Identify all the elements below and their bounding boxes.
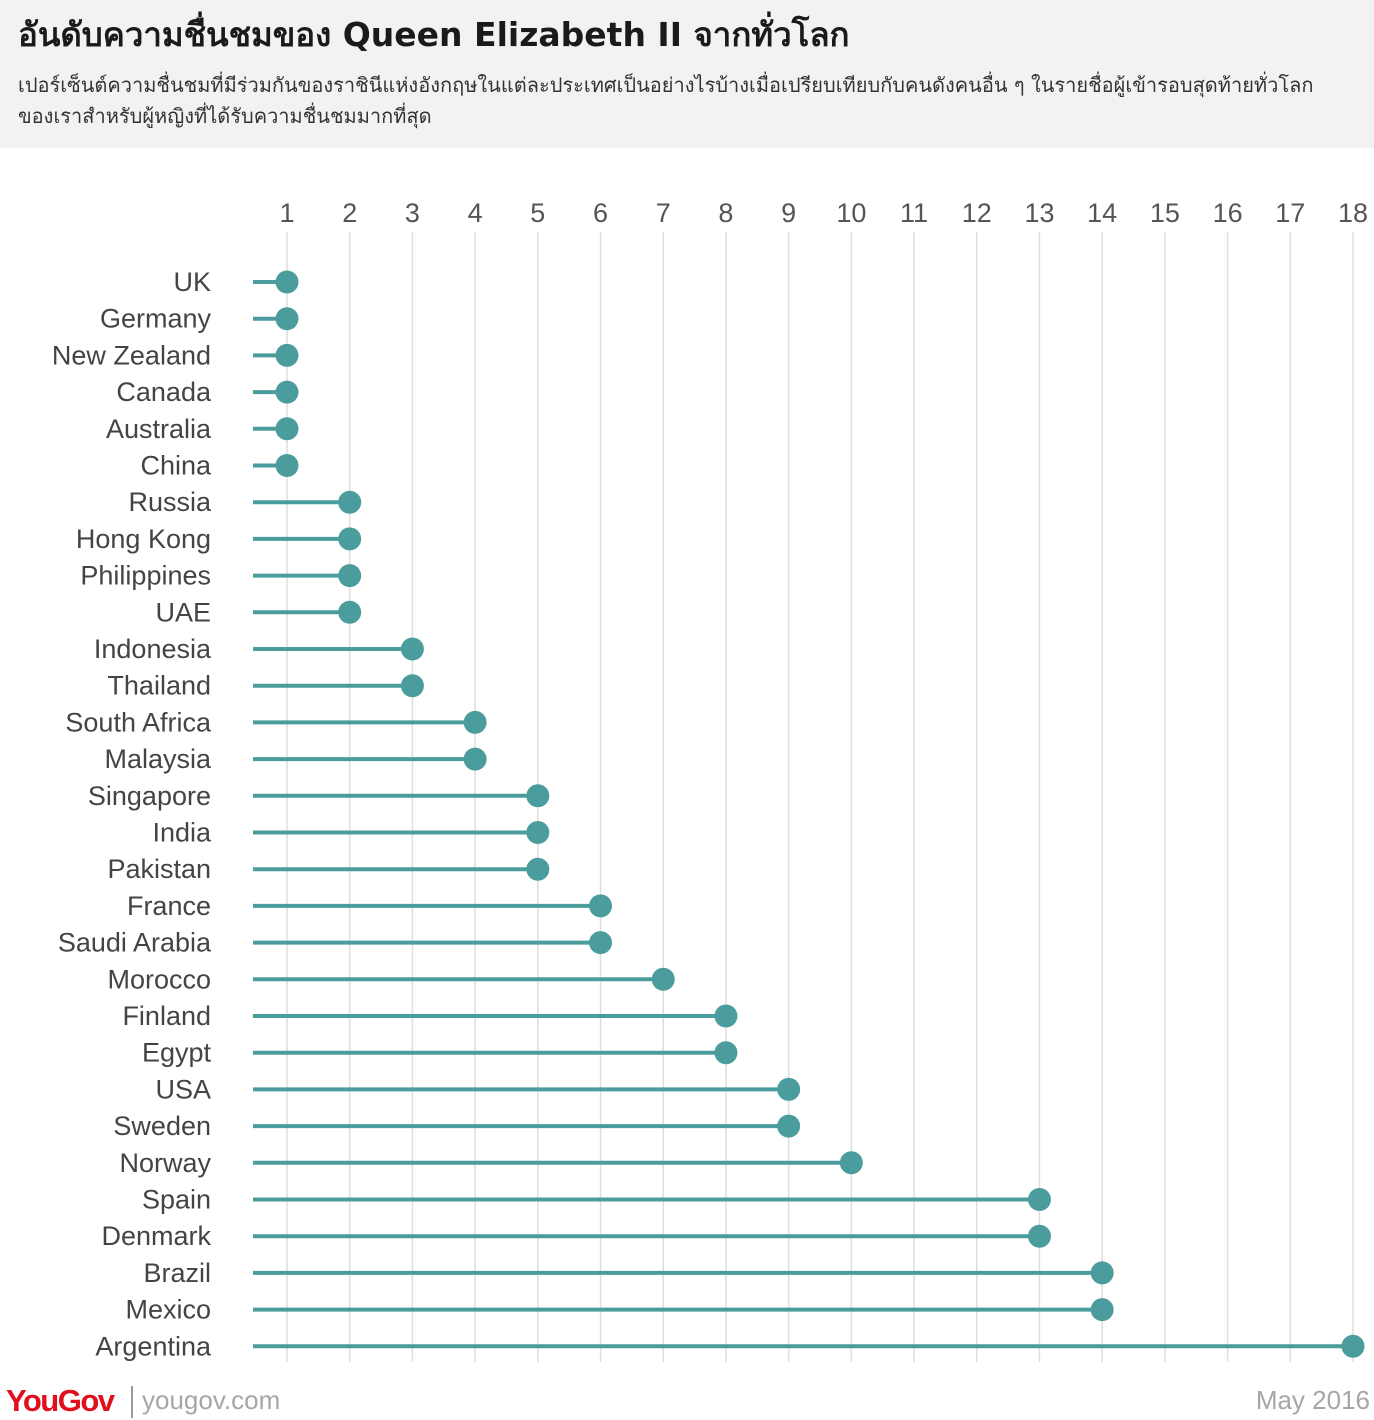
dot-brazil (1090, 1261, 1114, 1285)
x-tick-label-11: 11 (900, 198, 928, 228)
yougov-logo[interactable]: YouGov (6, 1383, 115, 1419)
label-argentina: Argentina (95, 1331, 212, 1361)
label-denmark: Denmark (101, 1221, 211, 1251)
dot-germany (275, 307, 299, 331)
dot-uae (338, 600, 362, 624)
label-mexico: Mexico (125, 1295, 211, 1325)
label-uk: UK (173, 267, 211, 297)
label-egypt: Egypt (142, 1038, 212, 1068)
label-spain: Spain (142, 1185, 211, 1215)
chart-title: อันดับความชื่นชมของ Queen Elizabeth II จ… (18, 15, 850, 54)
label-morocco: Morocco (107, 964, 211, 994)
dot-hong-kong (338, 527, 362, 551)
x-tick-label-16: 16 (1213, 198, 1243, 228)
x-tick-label-8: 8 (718, 198, 733, 228)
x-tick-label-17: 17 (1275, 198, 1305, 228)
dot-france (589, 894, 613, 918)
dot-pakistan (526, 857, 550, 881)
label-canada: Canada (116, 377, 212, 407)
dot-india (526, 821, 550, 844)
x-tick-label-7: 7 (656, 198, 671, 228)
x-tick-label-5: 5 (530, 198, 545, 228)
label-uae: UAE (155, 597, 211, 627)
label-new-zealand: New Zealand (52, 340, 211, 370)
x-tick-label-2: 2 (342, 198, 357, 228)
label-brazil: Brazil (143, 1258, 211, 1288)
lollipop-chart: 1 2 3 4 5 6 7 8 9 10 11 12 13 14 15 16 17 18 UKGermanyNew… (52, 198, 1368, 1362)
x-tick-label-10: 10 (836, 198, 866, 228)
logo-you-text: You (6, 1383, 59, 1418)
label-france: France (127, 891, 211, 921)
label-south-africa: South Africa (65, 707, 212, 737)
label-russia: Russia (128, 487, 212, 517)
chart-subtitle: เปอร์เซ็นต์ความชื่นชมที่มีร่วมกันของราชิ… (18, 73, 1314, 128)
x-axis-tick-labels: 1 2 3 4 5 6 7 8 9 10 11 12 13 14 15 16 17 18 (279, 198, 1368, 228)
label-hong-kong: Hong Kong (76, 524, 211, 554)
dot-norway (839, 1151, 863, 1175)
label-philippines: Philippines (80, 561, 211, 591)
dot-philippines (338, 564, 362, 588)
x-tick-label-1: 1 (279, 198, 294, 228)
dot-malaysia (463, 747, 487, 771)
dot-sweden (777, 1114, 801, 1138)
label-usa: USA (155, 1074, 211, 1104)
x-tick-label-15: 15 (1150, 198, 1180, 228)
dot-australia (275, 417, 299, 441)
dot-finland (714, 1004, 738, 1028)
footer-date: May 2016 (1255, 1385, 1370, 1415)
x-tick-label-4: 4 (468, 198, 483, 228)
x-tick-label-9: 9 (781, 198, 796, 228)
dot-mexico (1090, 1298, 1114, 1322)
label-germany: Germany (100, 304, 212, 334)
dot-indonesia (400, 637, 424, 661)
header-panel: อันดับความชื่นชมของ Queen Elizabeth II จ… (0, 0, 1374, 148)
dot-china (275, 454, 299, 477)
dot-egypt (714, 1041, 738, 1065)
lollipop-stems (253, 280, 1353, 1349)
x-tick-label-14: 14 (1087, 198, 1117, 228)
label-china: China (140, 451, 212, 481)
dot-canada (275, 380, 299, 404)
dot-denmark (1027, 1224, 1051, 1248)
label-australia: Australia (106, 414, 212, 444)
x-tick-label-6: 6 (593, 198, 608, 228)
dot-thailand (400, 674, 424, 698)
dot-uk (275, 270, 299, 294)
label-malaysia: Malaysia (104, 744, 212, 774)
label-saudi-arabia: Saudi Arabia (58, 928, 212, 958)
label-sweden: Sweden (113, 1111, 211, 1141)
label-norway: Norway (119, 1148, 211, 1178)
dot-argentina (1341, 1334, 1365, 1358)
dot-morocco (651, 967, 675, 991)
dot-new-zealand (275, 343, 299, 367)
x-tick-label-18: 18 (1338, 198, 1368, 228)
x-tick-label-13: 13 (1024, 198, 1054, 228)
dot-saudi-arabia (589, 931, 613, 955)
x-tick-label-12: 12 (962, 198, 992, 228)
category-labels: UK Germany New Zealand Canada Australia China… (52, 267, 212, 1361)
label-india: India (152, 818, 212, 848)
label-thailand: Thailand (107, 671, 211, 701)
label-singapore: Singapore (88, 781, 211, 811)
dot-russia (338, 490, 362, 514)
dot-spain (1027, 1188, 1051, 1211)
dot-south-africa (463, 710, 487, 734)
label-indonesia: Indonesia (94, 634, 212, 664)
label-pakistan: Pakistan (107, 854, 211, 884)
dot-singapore (526, 784, 550, 808)
footer-divider (131, 1386, 133, 1418)
x-tick-label-3: 3 (405, 198, 420, 228)
dot-usa (777, 1077, 801, 1101)
lollipop-dots (275, 270, 1365, 1358)
label-finland: Finland (122, 1001, 211, 1031)
footer-site-link[interactable]: yougov.com (142, 1385, 281, 1415)
logo-gov-text: Gov (57, 1383, 115, 1418)
